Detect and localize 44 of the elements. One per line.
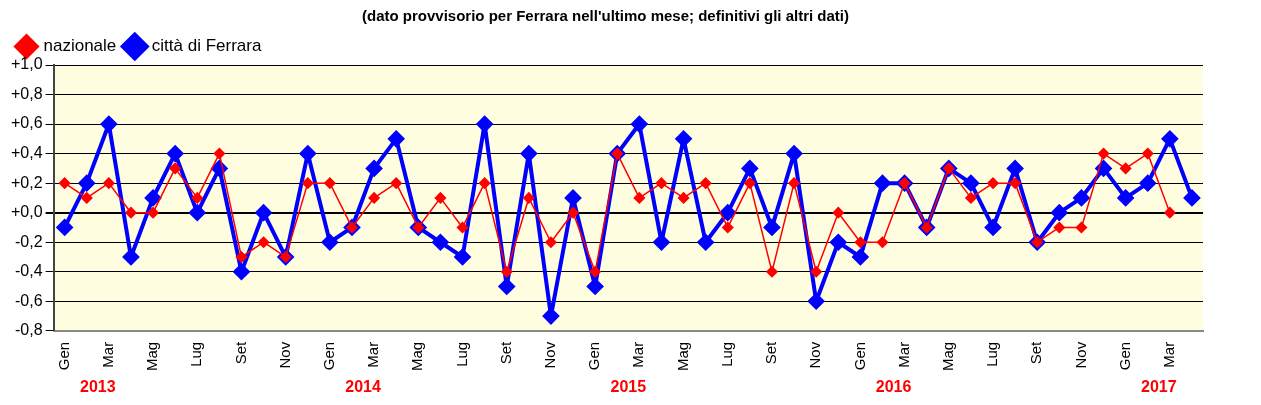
- y-tick-label: -0,2: [15, 232, 43, 250]
- y-tick-label: +0,8: [10, 84, 43, 102]
- text: 2014: [345, 378, 381, 396]
- x-tick-label: Set: [231, 340, 249, 365]
- x-tick-label: Set: [1027, 340, 1045, 365]
- x-tick-label: Set: [496, 340, 514, 365]
- x-tick-label: Mar: [629, 341, 647, 368]
- x-tick-label: Mar: [98, 341, 116, 368]
- x-tick-label: Nov: [806, 341, 824, 369]
- x-tick-label: Mar: [894, 341, 912, 368]
- y-tick-label: -0,6: [15, 291, 43, 309]
- text: 2015: [610, 378, 647, 396]
- x-tick-label: Mag: [938, 341, 956, 372]
- x-tick-label: Gen: [1115, 341, 1133, 371]
- text: 2017: [1140, 378, 1177, 396]
- y-tick-label: +1,0: [10, 55, 43, 73]
- y-tick-label: +0,0: [10, 203, 43, 221]
- y-tick-label: -0,4: [15, 262, 43, 280]
- text: 2016: [875, 378, 912, 396]
- x-tick-label: Lug: [983, 341, 1001, 367]
- x-tick-label: Nov: [1071, 341, 1089, 369]
- y-tick-label: -0,8: [15, 321, 43, 339]
- x-tick-label: Lug: [717, 341, 735, 367]
- x-tick-label: Mar: [364, 341, 382, 368]
- chart-title: (dato provvisorio per Ferrara nell'ultimo mese; definitivi gli altri dati): [362, 7, 849, 25]
- x-tick-label: Gen: [54, 341, 72, 371]
- legend-label: città di Ferrara: [151, 36, 262, 56]
- y-tick-label: +0,2: [10, 173, 43, 191]
- x-tick-label: Nov: [275, 341, 293, 369]
- x-tick-label: Nov: [541, 341, 559, 369]
- x-tick-label: Mag: [673, 341, 691, 372]
- y-tick-label: +0,4: [10, 144, 43, 162]
- x-tick-label: Lug: [452, 341, 470, 367]
- legend-label: nazionale: [43, 36, 117, 56]
- x-tick-label: Gen: [850, 341, 868, 371]
- x-tick-label: Mag: [143, 341, 161, 372]
- x-tick-label: Gen: [320, 341, 338, 371]
- y-tick-label: +0,6: [10, 114, 43, 132]
- x-tick-label: Set: [762, 340, 780, 365]
- text: 2013: [80, 378, 116, 396]
- x-tick-label: Lug: [187, 341, 205, 367]
- x-tick-label: Mar: [1159, 341, 1177, 368]
- x-tick-label: Mag: [408, 341, 426, 372]
- x-tick-label: Gen: [585, 341, 603, 371]
